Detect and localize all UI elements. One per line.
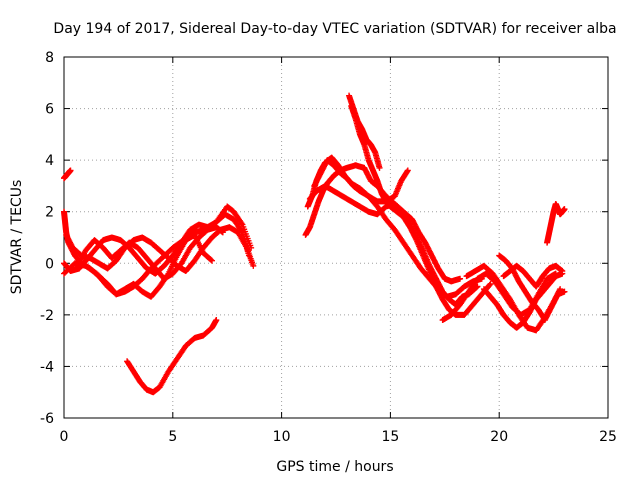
chart-title: Day 194 of 2017, Sidereal Day-to-day VTE… [53, 21, 616, 37]
series-arc-04 [63, 224, 257, 275]
data-point [67, 167, 74, 174]
x-tick-label: 10 [273, 429, 291, 445]
data-point [213, 317, 220, 324]
data-point [376, 164, 383, 171]
series-arc-19 [544, 200, 568, 246]
y-tick-label: 4 [45, 153, 54, 169]
plot-frame [63, 56, 609, 419]
data-point [457, 275, 464, 282]
data-point [250, 262, 257, 269]
x-tick-label: 5 [168, 429, 177, 445]
data-point [208, 257, 215, 264]
y-tick-label: -6 [40, 411, 54, 427]
data-point [559, 268, 566, 275]
y-tick-label: 0 [45, 256, 54, 272]
data-point [219, 229, 226, 236]
series-arc-06 [74, 224, 226, 282]
data-point [474, 283, 481, 290]
x-tick-label: 20 [490, 429, 508, 445]
series-arc-08 [302, 162, 481, 308]
series-arc-13 [348, 102, 494, 318]
data-point [561, 206, 568, 213]
data-point [238, 220, 245, 227]
data-point [487, 280, 494, 287]
x-tick-label: 15 [381, 429, 399, 445]
x-axis: 0 5 10 15 20 25 [60, 57, 617, 445]
y-axis: -6 -4 -2 0 2 4 6 8 [40, 50, 608, 427]
x-tick-label: 25 [599, 429, 617, 445]
series-arc-18 [500, 262, 566, 290]
data-point [473, 284, 480, 291]
series-arc-07 [124, 317, 220, 396]
x-tick-label: 0 [60, 429, 69, 445]
x-axis-label: GPS time / hours [276, 459, 393, 475]
y-tick-label: 6 [45, 102, 54, 118]
data-point [561, 288, 568, 295]
data-series [61, 92, 568, 396]
y-tick-label: 2 [45, 205, 54, 221]
plot-area-border [63, 56, 609, 419]
series-arc-01 [61, 167, 74, 182]
data-point [486, 281, 493, 288]
y-tick-label: -4 [40, 359, 54, 375]
y-axis-label: SDTVAR / TECUs [9, 180, 25, 295]
data-point [208, 256, 215, 263]
y-tick-label: 8 [45, 50, 54, 66]
y-tick-label: -2 [40, 308, 54, 324]
data-point [404, 167, 411, 174]
series-arc-11 [311, 157, 411, 205]
